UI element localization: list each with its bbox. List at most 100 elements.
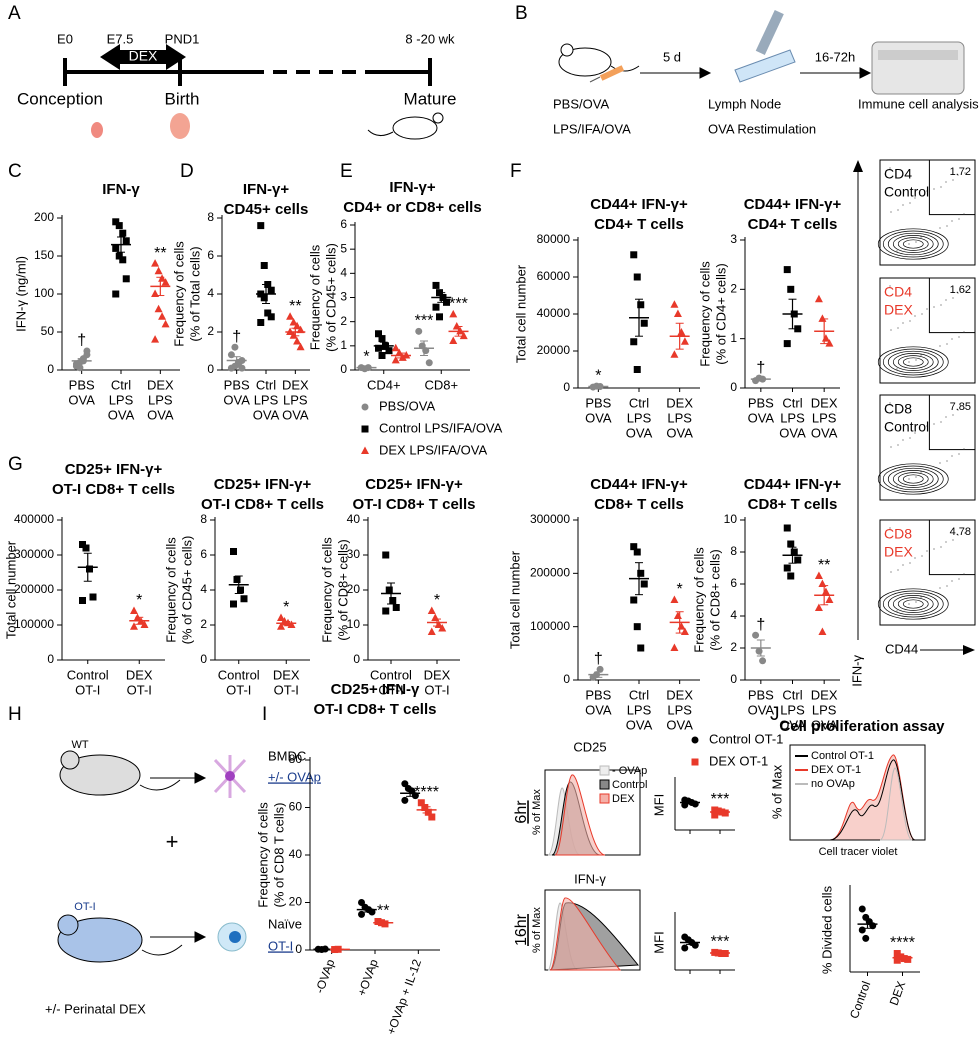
recipient-label: OT-I <box>74 901 95 913</box>
data-point <box>630 251 638 259</box>
x-tick-label: OVA <box>108 407 135 422</box>
data-point <box>119 256 127 264</box>
flow-event <box>921 430 923 432</box>
y-tick-label: 80 <box>289 752 303 766</box>
flow-event <box>946 343 948 345</box>
y-tick-label: 100 <box>34 286 54 300</box>
y-tick-label: 0 <box>295 942 302 956</box>
x-tick-label: DEX <box>666 395 693 410</box>
y-axis-label: Total cell number <box>507 550 522 649</box>
x-tick-label: LPS <box>627 702 652 717</box>
y-tick-label: 2 <box>730 640 737 654</box>
data-point <box>449 309 458 318</box>
y-axis-label: (% of CD4+ cells) <box>713 263 728 365</box>
data-point <box>436 313 443 321</box>
data-point <box>385 586 393 594</box>
flow-event <box>939 227 941 229</box>
data-point <box>783 564 791 572</box>
y-axis-label: (% of CD8+ cells) <box>335 539 350 641</box>
y-axis-label: Frequency of cells <box>171 241 186 347</box>
flow-event <box>940 304 942 306</box>
panel-label: G <box>8 454 23 475</box>
flow-event <box>926 425 928 427</box>
flow-plot-label: CD8 <box>884 526 912 542</box>
flow-event <box>945 541 947 543</box>
flow-contour <box>887 232 939 256</box>
data-point <box>130 606 138 614</box>
flow-event <box>890 211 892 213</box>
histogram-plot <box>544 765 641 971</box>
y-tick-label: 20 <box>289 895 303 909</box>
flow-event <box>889 167 891 169</box>
data-point <box>633 623 641 631</box>
step-label: 16-72h <box>815 49 855 64</box>
data-point <box>449 336 458 344</box>
data-point <box>677 328 686 336</box>
x-tick-label: OVA <box>748 702 775 717</box>
data-point <box>293 337 302 345</box>
flow-contour <box>897 472 929 486</box>
x-tick-label: +OVAp <box>355 957 381 998</box>
data-point <box>79 597 86 604</box>
flow-event <box>889 402 891 404</box>
flow-contour <box>887 350 939 374</box>
group-label: LPS/IFA/OVA <box>553 121 631 136</box>
panel-label: D <box>180 161 194 182</box>
data-point <box>790 548 798 556</box>
flow-event <box>951 580 953 582</box>
data-point <box>151 335 160 343</box>
data-point <box>375 344 382 352</box>
x-tick-label: CD8+ <box>424 377 458 392</box>
flow-event <box>952 297 954 299</box>
y-axis-label: % of Max <box>531 907 543 953</box>
cell-label: Naïve <box>268 916 302 931</box>
data-point <box>637 644 645 652</box>
chart-title: CD25+ IFN-γ+ <box>65 461 163 478</box>
significance: * <box>136 592 142 609</box>
gate-value: 1.72 <box>950 166 971 178</box>
legend-label: PBS/OVA <box>379 398 435 413</box>
x-tick-label: LPS <box>283 392 308 407</box>
x-tick-label: OVA <box>779 425 806 440</box>
flow-event <box>909 320 911 322</box>
flow-event <box>933 188 935 190</box>
legend-marker <box>691 758 699 766</box>
data-point <box>287 620 296 628</box>
data-point <box>825 339 834 347</box>
y-axis-label: MFI <box>651 794 666 816</box>
flow-plot-label: CD8 <box>884 401 912 417</box>
panel-label: A <box>8 3 21 24</box>
x-tick-label: OVA <box>223 392 250 407</box>
flow-event <box>958 578 960 580</box>
y-axis-label: (% of CD8+ cells) <box>707 549 722 651</box>
chart-title: CD44+ IFN-γ+ <box>590 196 688 213</box>
flow-event <box>958 453 960 455</box>
panel-label: I <box>262 704 267 725</box>
data-point <box>237 586 244 594</box>
restim-label: Lymph Node <box>708 96 781 111</box>
y-tick-label: 20000 <box>537 343 571 357</box>
flow-gate <box>928 277 976 334</box>
data-point <box>825 595 834 603</box>
timeline-tick: E7.5 <box>107 31 134 46</box>
flow-event <box>951 338 953 340</box>
flow-plot-label: CD4 <box>884 166 912 182</box>
timeline <box>63 58 432 86</box>
x-tick-label: LPS <box>254 392 279 407</box>
data-point <box>677 622 686 630</box>
data-point <box>82 544 90 552</box>
chart-title: CD8+ T cells <box>748 496 838 513</box>
data-point <box>630 338 638 346</box>
analysis-label: Immune cell analysis <box>858 96 979 111</box>
chart-title: OT-I CD8+ T cells <box>353 496 476 513</box>
y-tick-label: 0 <box>730 380 737 394</box>
data-point <box>264 309 272 317</box>
data-point <box>230 600 237 608</box>
significance: *** <box>449 296 468 313</box>
data-point <box>640 319 648 327</box>
flow-plot-label: Control <box>884 184 929 200</box>
x-tick-label: LPS <box>667 410 692 425</box>
x-tick-label: OT-I <box>75 682 100 697</box>
data-point <box>260 262 268 269</box>
data-point <box>787 540 795 548</box>
